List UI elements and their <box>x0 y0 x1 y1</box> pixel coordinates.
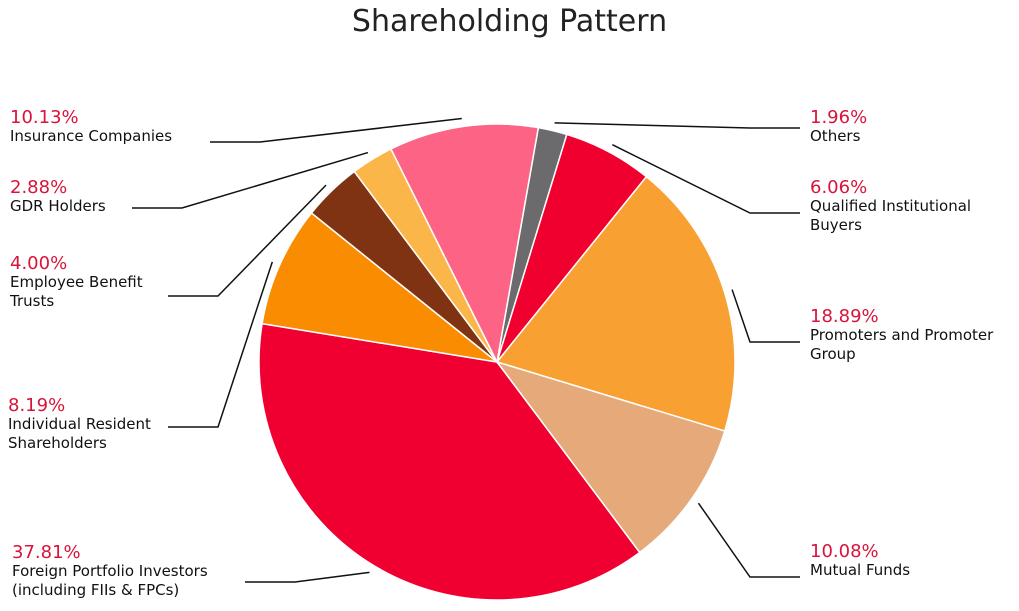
leader-line <box>245 571 370 583</box>
leader-line <box>168 261 274 428</box>
slice-label: 10.08% Mutual Funds <box>810 542 960 580</box>
slice-label: 1.96% Others <box>810 108 930 146</box>
slice-label: 37.81% Foreign Portfolio Investors (inclu… <box>12 543 252 600</box>
slice-label: 18.89% Promoters and Promoter Group <box>810 307 1019 364</box>
leader-line <box>554 122 800 129</box>
slice-label: 2.88% GDR Holders <box>10 178 160 216</box>
chart-title: Shareholding Pattern <box>351 4 668 39</box>
slice <box>495 360 726 554</box>
value-label: 10.13% <box>10 107 79 128</box>
category-label: Employee Benefit Trusts <box>10 273 143 310</box>
category-label: Individual Resident Shareholders <box>8 415 151 452</box>
leader-line <box>168 184 327 297</box>
value-label: 6.06% <box>810 177 868 198</box>
value-label: 2.88% <box>10 177 68 198</box>
value-label: 8.19% <box>8 395 66 416</box>
value-label: 18.89% <box>810 306 879 327</box>
slice-label: 4.00% Employee Benefit Trusts <box>10 254 170 311</box>
category-label: GDR Holders <box>10 197 106 215</box>
category-label: Promoters and Promoter Group <box>810 326 994 363</box>
leader-line <box>612 144 800 214</box>
slice <box>389 123 540 365</box>
category-label: Qualified Institutional Buyers <box>810 197 972 234</box>
category-label: Foreign Portfolio Investors (including F… <box>12 562 208 599</box>
leader-line <box>731 289 800 343</box>
slice-label: 6.06% Qualified Institutional Buyers <box>810 178 1010 235</box>
category-label: Mutual Funds <box>810 561 911 579</box>
slice-label: 10.13% Insurance Companies <box>10 108 210 146</box>
leader-line <box>132 151 369 209</box>
slice <box>258 322 641 601</box>
value-label: 1.96% <box>810 107 868 128</box>
slice-label: 8.19% Individual Resident Shareholders <box>8 396 178 453</box>
value-label: 10.08% <box>810 541 879 562</box>
slice <box>261 211 500 364</box>
slice <box>495 175 736 433</box>
category-label: Others <box>810 127 861 145</box>
value-label: 4.00% <box>10 253 68 274</box>
leader-line <box>697 502 800 578</box>
category-label: Insurance Companies <box>10 127 173 145</box>
leader-line <box>210 117 462 143</box>
value-label: 37.81% <box>12 542 81 563</box>
